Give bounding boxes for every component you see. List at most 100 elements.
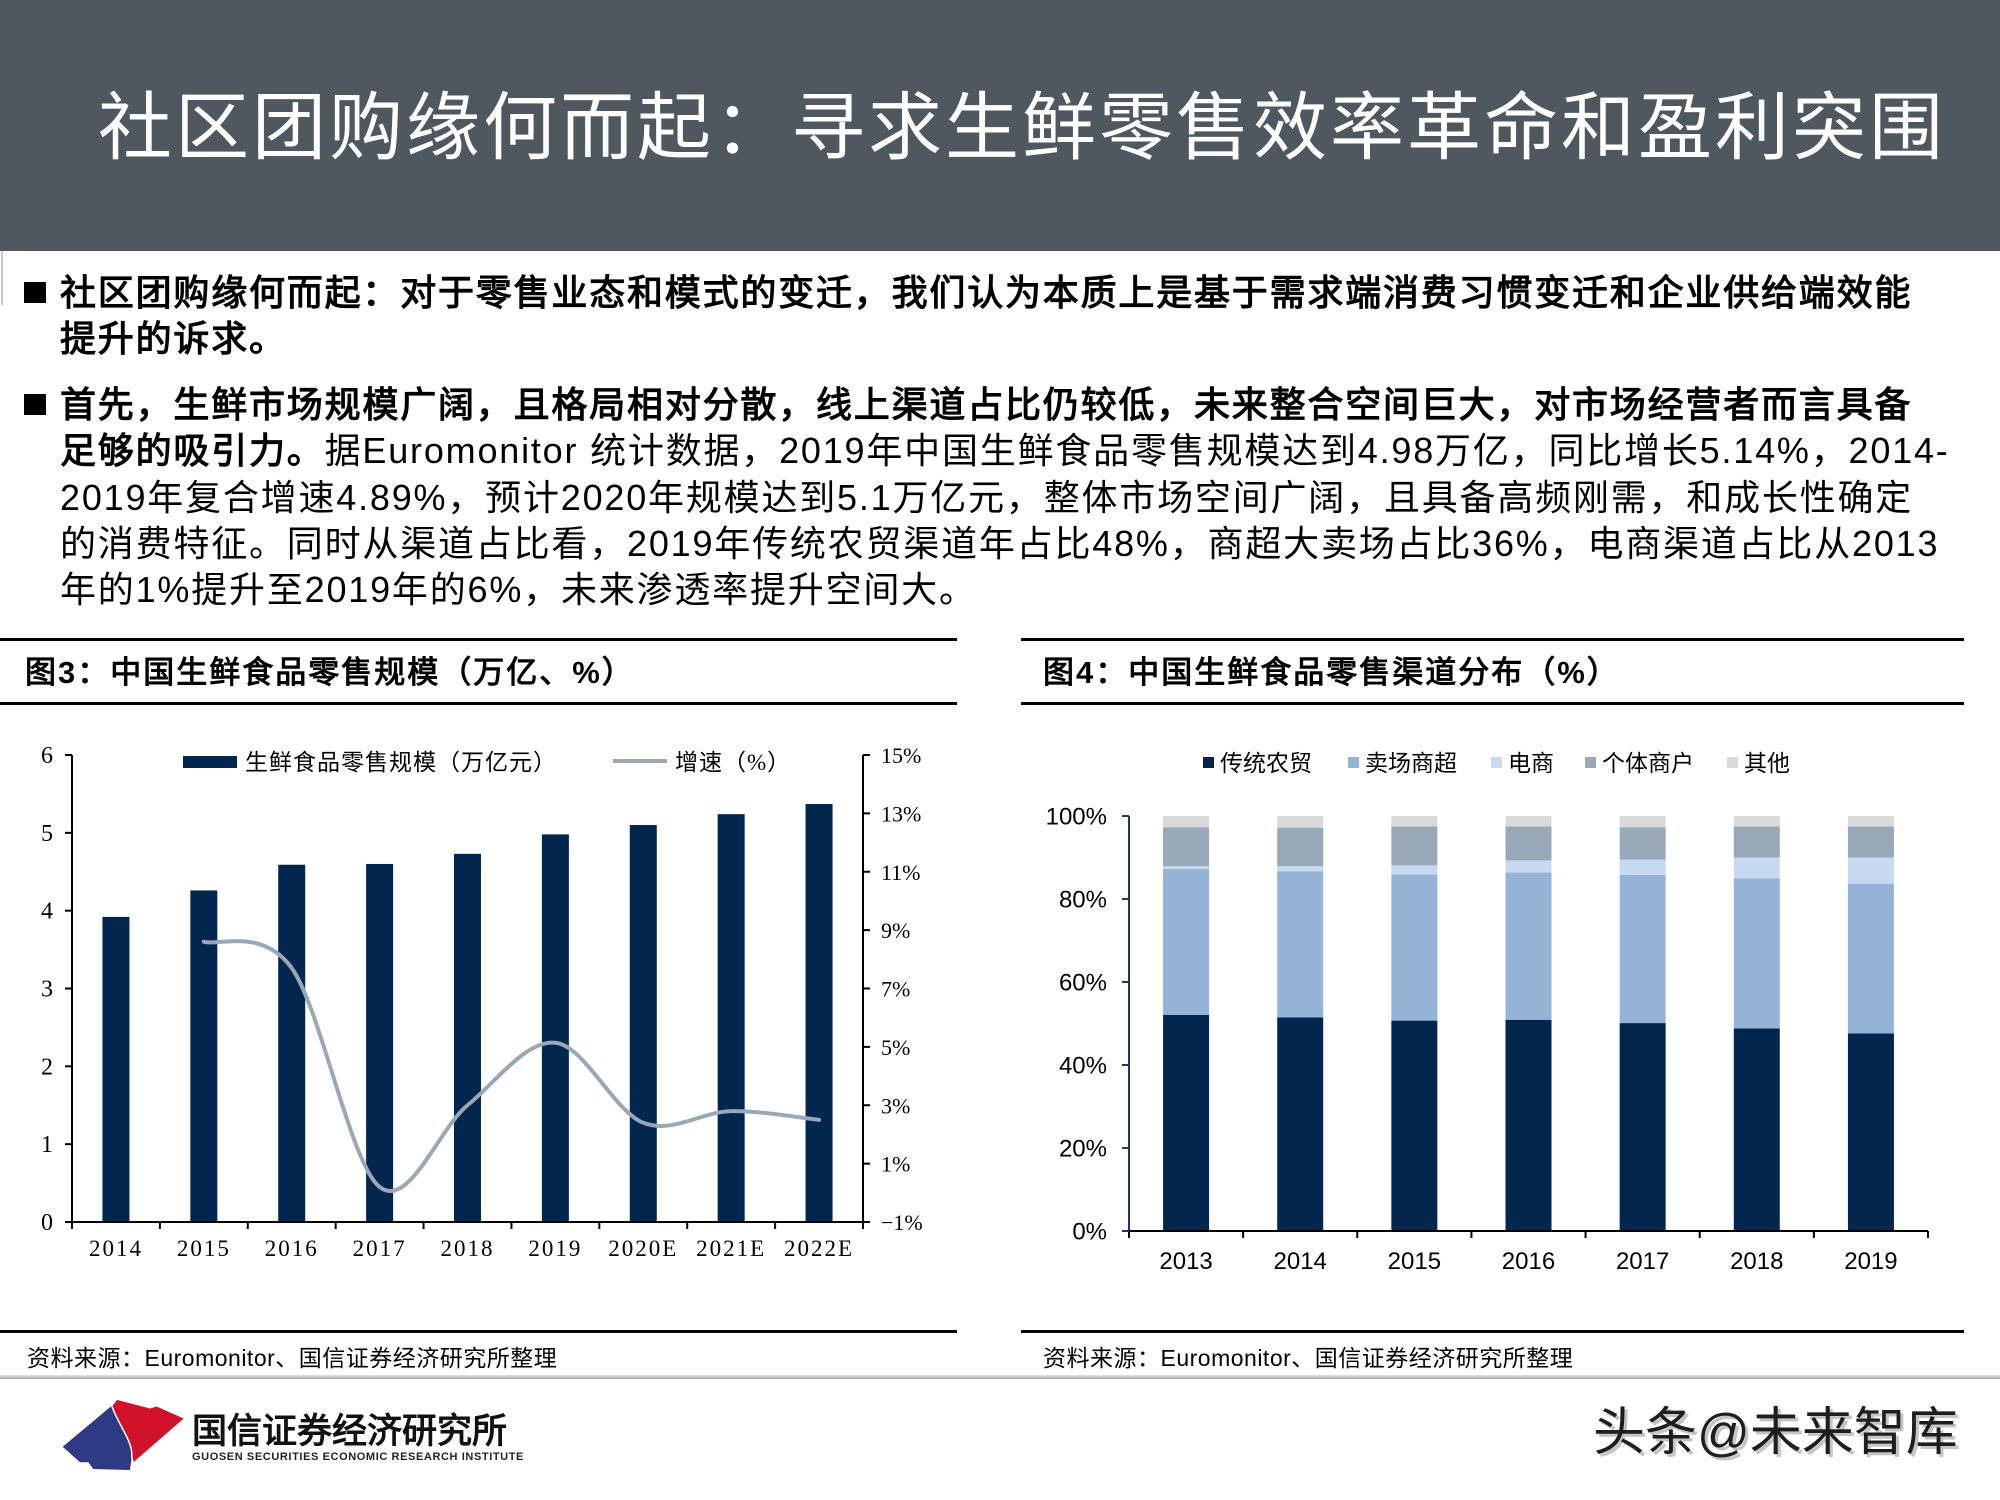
body-text: 2019年复合增速4.89%，预计2020年规模达到5.1万亿元，整体市场空间广…	[60, 476, 1914, 518]
bar-segment	[1163, 866, 1210, 869]
growth-line	[201, 939, 822, 1193]
stacked-bars	[1163, 816, 1894, 1231]
figure-3-source-rule	[0, 1330, 957, 1333]
bar-segment	[1733, 826, 1780, 858]
footer-divider	[0, 1375, 2000, 1379]
y2-tick-label: 5%	[881, 1035, 910, 1060]
legend-swatch	[1203, 757, 1214, 768]
bar-segment	[1619, 827, 1666, 860]
bullet-line: 社区团购缘何而起：对于零售业态和模式的变迁，我们认为本质上是基于需求端消费习惯变…	[60, 270, 1912, 316]
y2-tick-label: −1%	[881, 1210, 923, 1235]
bullet-square-icon	[24, 394, 46, 415]
bar	[805, 804, 833, 1222]
bold-text: 首先，生鲜市场规模广阔，且格局相对分散，线上渠道占比仍较低，未来整合空间巨大，对…	[60, 384, 1913, 425]
slide-header: 社区团购缘何而起：寻求生鲜零售效率革命和盈利突围	[0, 0, 2000, 251]
bullet-square-icon	[24, 282, 46, 303]
y2-tick-label: 15%	[881, 743, 921, 768]
bar-segment	[1277, 816, 1324, 828]
x-tick-label: 2015	[1388, 1248, 1441, 1275]
bar-segment	[1847, 857, 1894, 884]
y2-tick-label: 9%	[881, 918, 910, 943]
figure-4-chart: 传统农贸 卖场商超 电商 个体商户 其他 0% 20% 40% 60% 80% 100% 2013 20…	[1046, 750, 1929, 1275]
bar-segment	[1505, 816, 1552, 827]
watermark: 头条@未来智库	[1593, 1404, 1958, 1462]
guosen-logo-icon	[62, 1398, 187, 1470]
bar-segment	[1391, 826, 1438, 866]
figure-4-source: 资料来源：Euromonitor、国信证券经济研究所整理	[1043, 1345, 1574, 1371]
stacked-bar	[1847, 816, 1894, 1231]
figure-3-chart: 生鲜食品零售规模（万亿元） 增速（%） 0 1 2 3 4 5 6 −1% 1% 3% 5% 7% 9% 11…	[41, 743, 923, 1261]
bar	[454, 853, 481, 1222]
x-tick-label: 2017	[1616, 1248, 1669, 1275]
logo-blue-shape	[62, 1405, 132, 1470]
bar-segment	[1733, 857, 1780, 879]
bar	[541, 834, 569, 1222]
y-tick-label: 20%	[1059, 1136, 1107, 1163]
stacked-bar	[1619, 816, 1666, 1231]
y2-tick-label: 1%	[881, 1152, 910, 1177]
bar-segment	[1391, 816, 1438, 827]
bar-segment	[1277, 871, 1324, 1018]
figure-4-source-rule	[1021, 1330, 1964, 1333]
x-tick-label: 2013	[1159, 1248, 1212, 1275]
bullet-line: 年的1%提升至2019年的6%，未来渗透率提升空间大。	[60, 567, 1950, 613]
bullet-line: 提升的诉求。	[60, 316, 1912, 362]
y-tick-label: 100%	[1046, 804, 1107, 831]
legend-swatch	[1727, 757, 1738, 768]
bar-segment	[1619, 1023, 1666, 1231]
bullet-line: 2019年复合增速4.89%，预计2020年规模达到5.1万亿元，整体市场空间广…	[60, 475, 1950, 521]
bar-segment	[1163, 1014, 1210, 1231]
bar-segment	[1619, 816, 1666, 828]
bar-segment	[1277, 827, 1324, 867]
bar-segment	[1505, 1019, 1552, 1231]
chart-legend: 生鲜食品零售规模（万亿元） 增速（%）	[183, 750, 791, 775]
legend-swatch	[1585, 757, 1596, 768]
y-tick-label: 80%	[1059, 887, 1107, 914]
y-tick-label: 6	[41, 743, 53, 769]
body-text: 年的1%提升至2019年的6%，未来渗透率提升空间大。	[60, 569, 977, 611]
bullet-line: 足够的吸引力。据Euromonitor 统计数据，2019年中国生鲜食品零售规模…	[60, 428, 1950, 474]
bar	[102, 916, 130, 1222]
bar-segment	[1847, 1033, 1894, 1231]
x-tick-label: 2017	[353, 1236, 407, 1261]
legend-swatch	[1491, 757, 1502, 768]
body-text: 据Euromonitor 统计数据，2019年中国生鲜食品零售规模达到4.98万…	[324, 430, 1950, 472]
x-tick-label: 2014	[1274, 1248, 1327, 1275]
legend-label: 传统农贸	[1220, 750, 1312, 776]
x-tick-label: 2022E	[784, 1236, 854, 1261]
x-tick-label: 2018	[1730, 1248, 1783, 1275]
figure-4-title-rule	[1021, 702, 1964, 705]
legend-label: 其他	[1744, 750, 1790, 776]
bar	[717, 814, 745, 1222]
y-tick-label: 2	[41, 1054, 53, 1080]
y-tick-label: 3	[41, 977, 53, 1003]
bar-segment	[1505, 872, 1552, 1020]
stacked-bar	[1391, 816, 1438, 1231]
bar-segment	[1163, 816, 1210, 828]
left-edge-divider	[1, 251, 3, 305]
x-tick-label: 2016	[265, 1236, 319, 1261]
figure-3-top-rule	[0, 638, 957, 641]
y2-tick-label: 11%	[881, 860, 921, 885]
bar-segment	[1277, 866, 1324, 872]
figure-3-source: 资料来源：Euromonitor、国信证券经济研究所整理	[27, 1345, 558, 1371]
bar-segment	[1619, 874, 1666, 1024]
bar	[629, 825, 657, 1222]
x-tick-label: 2016	[1502, 1248, 1555, 1275]
bar-segment	[1733, 1028, 1780, 1231]
figure-4-top-rule	[1021, 638, 1964, 641]
x-tick-label: 2019	[1844, 1248, 1897, 1275]
legend-label: 电商	[1508, 750, 1554, 776]
legend-label: 增速（%）	[675, 750, 791, 775]
legend-label: 生鲜食品零售规模（万亿元）	[245, 750, 557, 775]
bold-text: 社区团购缘何而起：对于零售业态和模式的变迁，我们认为本质上是基于需求端消费习惯变…	[60, 272, 1913, 313]
bold-text: 提升的诉求。	[60, 318, 287, 360]
legend-label: 卖场商超	[1365, 750, 1457, 776]
y-tick-label: 4	[41, 899, 53, 925]
y2-tick-label: 13%	[881, 801, 921, 826]
x-tick-label: 2021E	[696, 1236, 766, 1261]
logo-name-cn: 国信证券经济研究所	[192, 1412, 508, 1451]
y-tick-label: 0%	[1072, 1219, 1107, 1246]
bar-segment	[1391, 865, 1438, 875]
bar-segment	[1277, 1017, 1324, 1231]
